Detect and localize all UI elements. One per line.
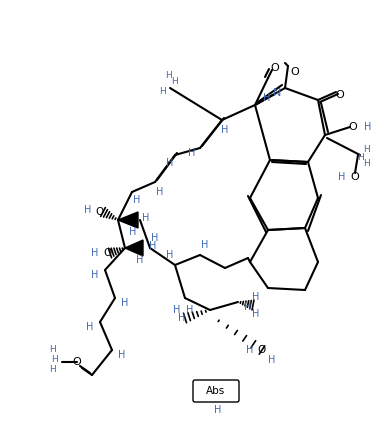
Text: H: H [49, 346, 55, 354]
Text: O: O [271, 63, 279, 73]
Text: H: H [136, 255, 144, 265]
Text: Abs: Abs [207, 386, 226, 396]
Text: H: H [246, 345, 254, 355]
Text: H: H [149, 241, 157, 251]
Text: H: H [364, 122, 372, 132]
Text: H: H [129, 227, 137, 237]
Text: O: O [350, 172, 359, 182]
Text: H: H [51, 355, 58, 364]
Text: H: H [338, 172, 346, 182]
Text: H: H [49, 366, 55, 375]
Text: H: H [166, 158, 174, 168]
Text: N: N [273, 88, 281, 98]
Text: H: H [178, 313, 186, 323]
FancyBboxPatch shape [193, 380, 239, 402]
Text: H: H [142, 213, 150, 223]
Text: O: O [73, 357, 81, 367]
Text: H: H [159, 88, 165, 97]
Text: H: H [252, 292, 260, 302]
Polygon shape [118, 212, 138, 228]
Text: H: H [151, 233, 159, 243]
Text: O: O [96, 207, 104, 217]
Text: O: O [335, 90, 344, 100]
Text: H: H [263, 93, 271, 103]
Text: H: H [86, 322, 94, 332]
Text: O: O [258, 345, 266, 355]
Text: H: H [166, 250, 174, 260]
Text: H: H [84, 205, 92, 215]
Text: H: H [156, 187, 164, 197]
Text: H: H [188, 148, 196, 158]
Text: H: H [91, 248, 99, 258]
Text: H: H [173, 305, 181, 315]
Text: H: H [164, 72, 171, 80]
Text: H: H [186, 305, 194, 315]
Text: H: H [201, 240, 209, 250]
Text: H: H [91, 270, 99, 280]
Text: H: H [364, 159, 371, 168]
Text: H: H [172, 77, 178, 87]
Text: H: H [121, 298, 129, 308]
Text: H: H [214, 405, 222, 415]
Text: H: H [268, 355, 276, 365]
Text: O: O [103, 248, 111, 258]
Polygon shape [125, 240, 143, 256]
Text: H: H [357, 152, 363, 161]
Text: H: H [221, 125, 229, 135]
Text: O: O [349, 122, 357, 132]
Text: H: H [364, 144, 371, 153]
Text: H: H [252, 309, 260, 319]
Text: O: O [291, 67, 300, 77]
Text: H: H [133, 195, 141, 205]
Text: H: H [244, 302, 252, 312]
Text: H: H [119, 350, 126, 360]
